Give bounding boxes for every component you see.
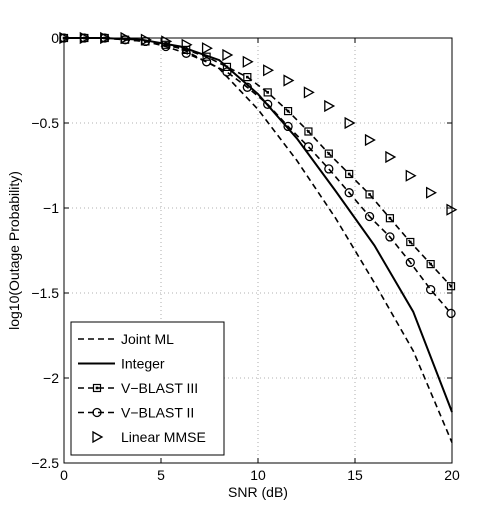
data-point (243, 72, 252, 82)
data-point (222, 62, 232, 72)
data-point (283, 106, 293, 116)
y-tick-label: −2.5 (31, 455, 59, 471)
ticks (63, 37, 453, 464)
data-point-center (225, 65, 229, 69)
data-point (242, 55, 254, 68)
data-point-center (307, 130, 310, 133)
data-point (405, 169, 417, 182)
data-point (222, 67, 232, 77)
data-point (364, 211, 375, 222)
x-tick-label: 10 (250, 467, 266, 483)
y-tick-label: −0.5 (31, 115, 59, 131)
y-tick-label: −1.5 (31, 285, 59, 301)
data-point (140, 33, 152, 46)
x-tick-label: 0 (60, 467, 68, 483)
legend-label: V−BLAST III (121, 380, 198, 396)
data-point (303, 142, 314, 152)
data-point (405, 257, 415, 268)
data-point (303, 86, 315, 99)
data-point (426, 260, 435, 269)
data-point (324, 149, 333, 158)
data-point-center (429, 262, 432, 266)
y-tick-label: −2 (43, 370, 59, 386)
data-point-center (449, 284, 453, 288)
data-point (181, 38, 193, 51)
data-point (283, 121, 293, 132)
legend-entry: Joint ML (78, 331, 174, 347)
data-point (263, 88, 272, 97)
data-point (263, 64, 275, 77)
data-point (202, 52, 211, 61)
data-point (426, 186, 437, 199)
x-tick-label: 5 (157, 467, 165, 483)
x-tick-label: 20 (444, 467, 460, 483)
legend-label: Joint ML (121, 331, 174, 347)
data-point (304, 127, 313, 136)
legend-label: Integer (121, 356, 165, 372)
data-point (426, 284, 436, 295)
data-point (365, 190, 374, 199)
legend-entry: V−BLAST II (78, 405, 194, 421)
data-point (161, 35, 173, 48)
data-point-center (408, 240, 412, 244)
data-point (201, 57, 212, 67)
x-axis-label: SNR (dB) (228, 484, 288, 500)
legend-marker (92, 383, 102, 393)
y-axis-label: log10(Outage Probability) (6, 171, 22, 330)
data-point (446, 282, 456, 291)
y-tick-label: 0 (51, 30, 59, 46)
legend-label: V−BLAST II (121, 405, 194, 421)
legend-entry: Linear MMSE (92, 429, 206, 445)
data-point (263, 99, 273, 109)
tick-labels: 0 5 10 15 20 0 −0.5 −1 −1.5 −2 −2.5 (31, 30, 460, 483)
data-point (446, 308, 456, 319)
y-tick-label: −1 (43, 200, 59, 216)
legend-marker (92, 430, 104, 444)
legend-entry: V−BLAST III (78, 380, 198, 396)
data-point (201, 42, 213, 55)
data-point (364, 133, 376, 147)
legend-entry: Integer (78, 356, 165, 372)
legend-marker (92, 407, 102, 418)
data-point (344, 116, 356, 130)
x-tick-label: 15 (347, 467, 363, 483)
data-point-center (286, 109, 290, 113)
data-point (385, 214, 395, 223)
data-point (242, 82, 252, 92)
data-point-center (246, 75, 249, 79)
data-point (344, 188, 354, 198)
data-point-center (388, 216, 392, 220)
data-point-center (347, 172, 351, 176)
data-point-center (266, 91, 269, 94)
data-point-center (368, 193, 371, 196)
legend-box (70, 321, 225, 456)
data-point (181, 48, 191, 58)
data-point (283, 74, 295, 87)
data-point (222, 48, 234, 62)
data-point-center (205, 55, 208, 58)
legend-label: Linear MMSE (121, 429, 206, 445)
data-point (406, 237, 415, 247)
legend-marker-center (95, 386, 99, 390)
data-point (385, 150, 397, 164)
data-point (345, 169, 354, 179)
data-point (324, 99, 336, 113)
data-point-center (327, 152, 331, 155)
data-point (385, 232, 395, 242)
legend: Joint ML Integer V−BLAST III V−BLAST II Line… (70, 321, 225, 456)
data-point (324, 164, 334, 174)
